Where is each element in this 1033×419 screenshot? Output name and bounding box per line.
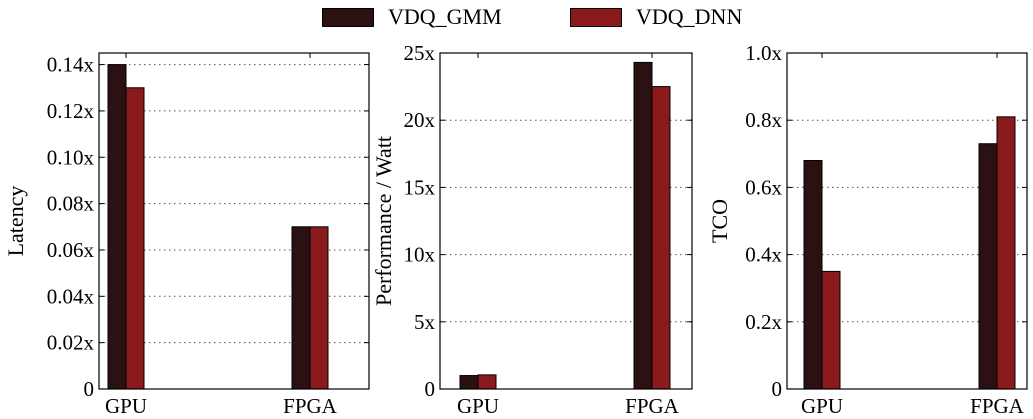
bar-tco-fpga-gmm xyxy=(978,143,998,390)
ytick-label-tco: 0.6x xyxy=(745,175,782,199)
axes-frame-perf-per-watt xyxy=(439,52,693,390)
ytick-label-latency: 0.08x xyxy=(47,192,95,216)
bar-perf-per-watt-fpga-dnn xyxy=(651,86,671,390)
xtick-label-latency-gpu: GPU xyxy=(105,394,147,418)
ytick-label-perf-per-watt: 0 xyxy=(425,377,436,401)
ytick-label-latency: 0.14x xyxy=(47,53,95,77)
legend-swatch-dnn xyxy=(570,8,622,27)
bar-perf-per-watt-gpu-dnn xyxy=(477,374,497,390)
ytick-label-latency: 0.06x xyxy=(47,238,95,262)
ytick-label-perf-per-watt: 15x xyxy=(404,175,436,199)
ytick-label-latency: 0.10x xyxy=(47,145,95,169)
xtick-label-tco-gpu: GPU xyxy=(801,394,843,418)
axes-frame-latency xyxy=(98,52,370,390)
bar-tco-gpu-dnn xyxy=(821,270,841,390)
yaxis-label-tco: TCO xyxy=(707,199,732,243)
yaxis-label-perf-per-watt: Performance / Watt xyxy=(371,136,396,306)
chart-legend: VDQ_GMM VDQ_DNN xyxy=(0,0,1033,36)
ytick-label-latency: 0.04x xyxy=(47,284,95,308)
latency-panel: 0 0.02x 0.04x 0.06x 0.08x 0.10x 0.12x 0.14x GPU F… xyxy=(3,52,370,418)
ytick-label-tco: 1.0x xyxy=(745,41,782,65)
performance-per-watt-panel: 0 5x 10x 15x 20x 25x GPU FPGA Performance / Watt xyxy=(371,41,693,418)
ytick-label-tco: 0.8x xyxy=(745,108,782,132)
xtick-label-latency-fpga: FPGA xyxy=(283,394,338,418)
ytick-label-perf-per-watt: 5x xyxy=(414,310,436,334)
ytick-label-perf-per-watt: 10x xyxy=(404,243,436,267)
axes-frame-tco xyxy=(786,52,1028,390)
ytick-label-perf-per-watt: 25x xyxy=(404,41,436,65)
bar-latency-fpga-dnn xyxy=(309,226,329,390)
xtick-label-perf-per-watt-fpga: FPGA xyxy=(625,394,680,418)
legend-label-dnn: VDQ_DNN xyxy=(636,4,743,29)
ytick-label-latency: 0 xyxy=(84,377,95,401)
bar-perf-per-watt-gpu-gmm xyxy=(459,375,479,390)
ytick-label-latency: 0.12x xyxy=(47,99,95,123)
tco-panel: 0 0.2x 0.4x 0.6x 0.8x 1.0x GPU FPGA TCO xyxy=(707,41,1028,418)
bar-tco-fpga-dnn xyxy=(996,116,1016,390)
bar-latency-gpu-dnn xyxy=(125,87,145,390)
bar-tco-gpu-gmm xyxy=(803,160,823,390)
ytick-label-latency: 0.02x xyxy=(47,331,95,355)
xtick-label-tco-fpga: FPGA xyxy=(970,394,1025,418)
ytick-label-tco: 0.4x xyxy=(745,243,782,267)
ytick-label-tco: 0.2x xyxy=(745,310,782,334)
xtick-label-perf-per-watt-gpu: GPU xyxy=(457,394,499,418)
ytick-label-tco: 0 xyxy=(772,377,783,401)
yaxis-label-latency: Latency xyxy=(3,186,28,257)
bar-latency-fpga-gmm xyxy=(291,226,311,390)
ytick-label-perf-per-watt: 20x xyxy=(404,108,436,132)
bar-perf-per-watt-fpga-gmm xyxy=(633,61,653,390)
bar-latency-gpu-gmm xyxy=(107,64,127,390)
legend-label-gmm: VDQ_GMM xyxy=(388,4,502,29)
legend-swatch-gmm xyxy=(322,8,374,27)
